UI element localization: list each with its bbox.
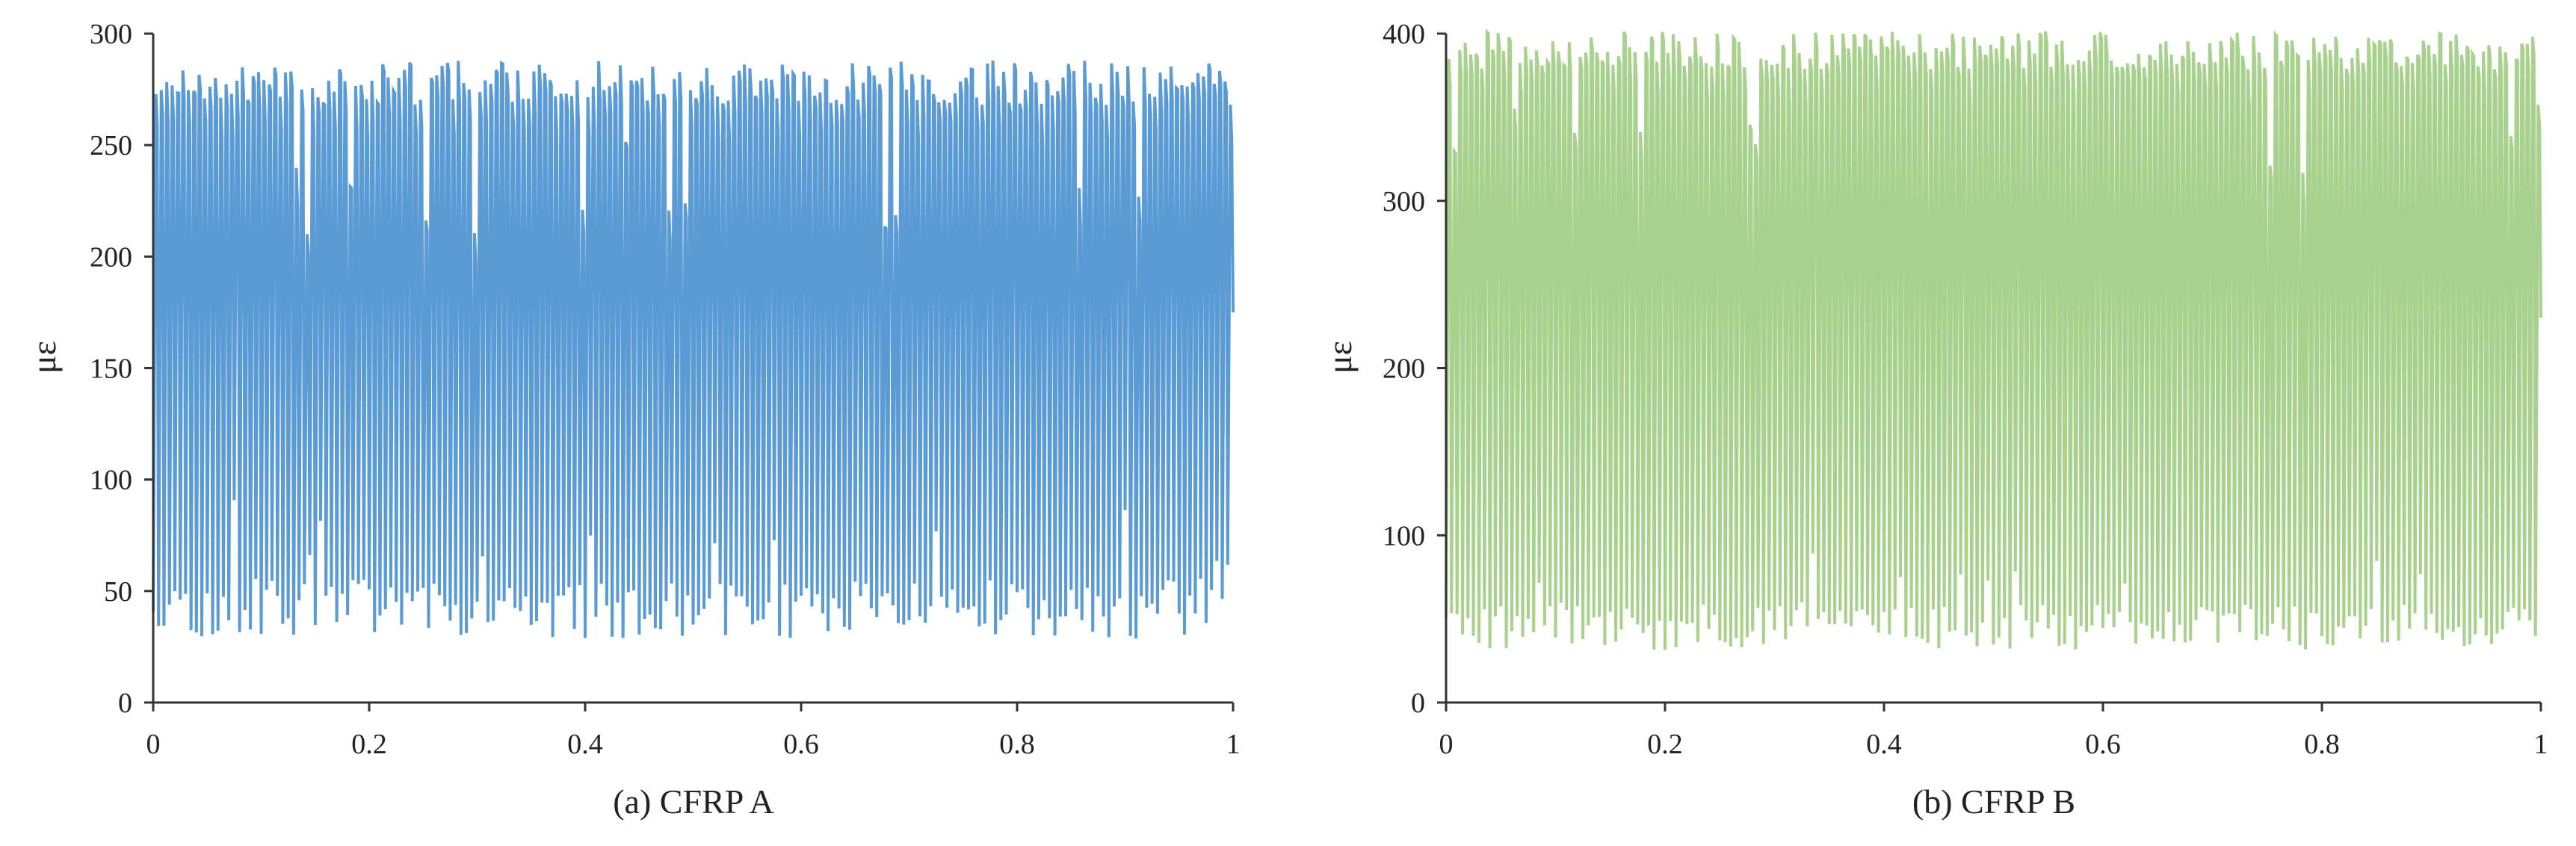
y-tick-label: 0 [1411,688,1425,719]
panel-b-caption: (b) CFRP B [1912,782,2075,821]
panel-a-y-ticks: 0 50 100 150 200 250 300 [90,19,153,719]
y-tick-label: 150 [90,353,132,385]
x-tick-label: 0.8 [999,729,1035,760]
panel-b-y-ticks: 0 100 200 300 400 [1383,19,1446,719]
y-tick-label: 200 [90,241,132,273]
panel-a-line [152,61,1235,639]
y-tick-label: 50 [104,576,132,608]
x-tick-label: 0.4 [1866,729,1902,760]
series-line-a [152,61,1235,639]
x-tick-label: 0 [146,729,161,760]
x-tick-label: 0.6 [783,729,819,760]
x-tick-label: 0 [1439,729,1454,760]
x-tick-label: 0.2 [351,729,387,760]
chart-panel-b: με 0 100 200 300 400 0 0.2 0.4 0.6 0.8 1 (b) CFRP… [1321,19,2548,821]
panel-a-caption: (a) CFRP A [613,782,774,821]
y-tick-label: 200 [1383,353,1425,385]
y-tick-label: 300 [90,19,132,50]
x-tick-label: 0.8 [2304,729,2340,760]
y-tick-label: 100 [90,465,132,496]
y-tick-label: 250 [90,130,132,161]
y-tick-label: 300 [1383,186,1425,217]
panel-a-x-ticks: 0 0.2 0.4 0.6 0.8 1 [146,703,1241,760]
y-tick-label: 100 [1383,520,1425,552]
panel-a-ylabel: με [25,341,63,374]
panel-b-ylabel: με [1321,341,1359,374]
x-tick-label: 0.2 [1647,729,1683,760]
chart-panel-a: με 0 50 100 150 200 250 300 0 0.2 0.4 0.6 0.8 1 (a)… [25,19,1241,821]
x-tick-label: 0.6 [2085,729,2121,760]
panel-b-line [1445,28,2542,650]
series-line-b [1445,28,2542,650]
x-tick-label: 1 [1226,729,1241,760]
y-tick-label: 400 [1383,19,1425,50]
y-tick-label: 0 [118,688,132,719]
panel-b-x-ticks: 0 0.2 0.4 0.6 0.8 1 [1439,703,2548,760]
x-tick-label: 0.4 [567,729,603,760]
x-tick-label: 1 [2534,729,2548,760]
